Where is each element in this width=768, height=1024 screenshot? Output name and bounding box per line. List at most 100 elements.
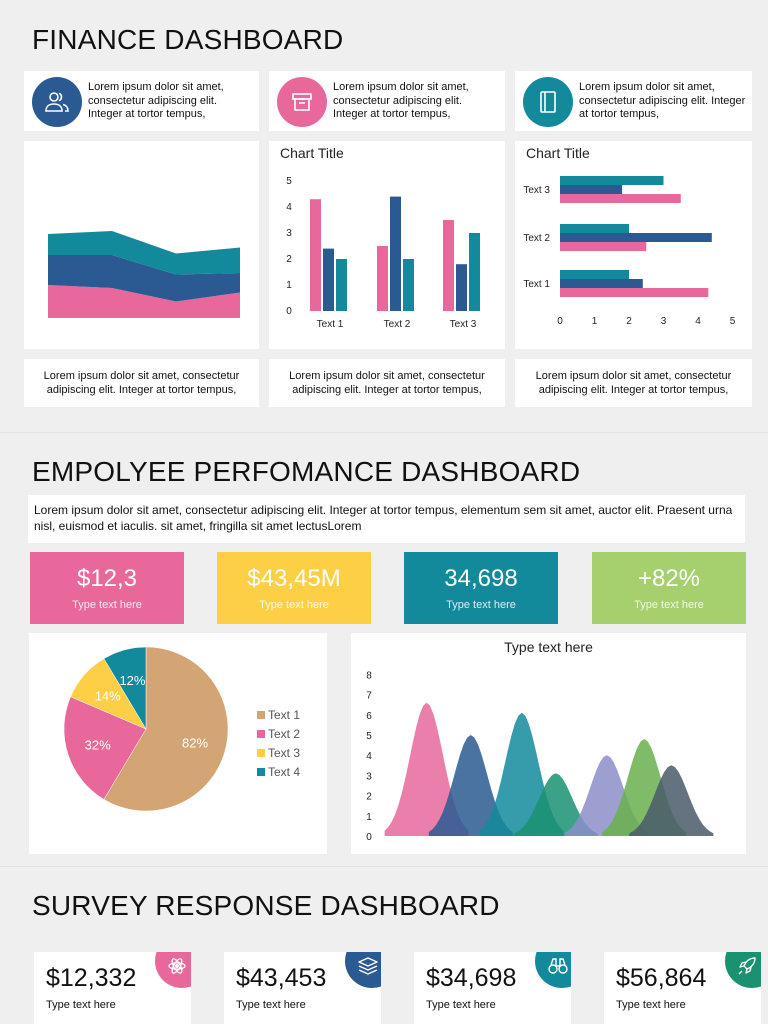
finance-footer-1: Lorem ipsum dolor sit amet, consectetur … <box>24 359 259 407</box>
employee-title: EMPOLYEE PERFOMANCE DASHBOARD <box>32 456 581 487</box>
bar <box>310 199 321 311</box>
users-icon <box>32 77 82 127</box>
pie-slice <box>103 646 229 812</box>
mountain-chart-card: Type text here 0 1 2 3 4 5 6 7 8 <box>351 633 746 854</box>
area-series-2 <box>48 255 240 302</box>
y-tick-label: 0 <box>286 306 292 317</box>
kpi-value: $43,45M <box>247 565 341 592</box>
rocket-icon <box>725 952 761 988</box>
bar <box>560 233 712 242</box>
x-tick-label: 0 <box>557 316 563 327</box>
y-tick-label: 5 <box>286 176 292 187</box>
pie-value-label: 14% <box>95 689 121 704</box>
legend-item-2: Text 2 <box>257 727 300 741</box>
section-divider <box>0 432 768 433</box>
hbar-chart-svg: 0 1 2 3 4 5 Text 1 Text 2 Text 3 <box>523 176 736 327</box>
x-tick-label: 1 <box>592 316 598 327</box>
survey-card-2: $43,453 Type text here <box>224 952 381 1024</box>
y-tick-label: 2 <box>366 792 372 803</box>
x-tick-label: 2 <box>626 316 632 327</box>
x-tick-label: 3 <box>661 316 667 327</box>
bar <box>560 224 629 233</box>
legend-label: Text 2 <box>268 727 301 741</box>
legend-label: Text 4 <box>268 765 301 779</box>
survey-card-1: $12,332 Type text here <box>34 952 191 1024</box>
survey-value: $34,698 <box>426 964 517 992</box>
bar <box>560 194 681 203</box>
survey-title: SURVEY RESPONSE DASHBOARD <box>32 890 500 921</box>
y-tick-label: 6 <box>366 711 372 722</box>
bar <box>323 248 334 311</box>
mountain-series-4 <box>513 773 598 836</box>
section-divider <box>0 866 768 867</box>
footer-text: Lorem ipsum dolor sit amet, consectetur … <box>43 370 240 396</box>
x-tick-label: Text 2 <box>384 319 411 330</box>
kpi-tile-1: $12,3 Type text here <box>30 552 184 624</box>
finance-area-chart <box>24 141 259 349</box>
y-tick-label: 3 <box>366 771 372 782</box>
survey-label: Type text here <box>616 999 686 1011</box>
y-tick-label: Text 1 <box>523 279 550 290</box>
archive-box-icon <box>277 77 327 127</box>
bar <box>456 264 467 311</box>
bar <box>560 185 623 194</box>
kpi-label: Type text here <box>634 599 704 611</box>
bar <box>390 196 401 311</box>
book-icon <box>523 77 573 127</box>
y-tick-label: 1 <box>366 812 372 823</box>
bar-chart-svg: 0 1 2 3 4 5 Text 1 Text 2 Text 3 <box>286 176 480 330</box>
kpi-value: +82% <box>637 565 701 592</box>
footer-text: Lorem ipsum dolor sit amet, consectetur … <box>289 370 485 396</box>
bar <box>560 270 629 279</box>
bar <box>336 259 347 311</box>
chart-title: Type text here <box>504 639 593 655</box>
bar <box>560 279 643 288</box>
kpi-tile-4: +82% Type text here <box>592 552 746 624</box>
area-chart-svg <box>48 231 240 318</box>
y-tick-label: Text 3 <box>523 185 550 196</box>
footer-text: Lorem ipsum dolor sit amet, consectetur … <box>535 370 732 396</box>
info-card-text: Lorem ipsum dolor sit amet, consectetur … <box>333 81 469 120</box>
chart-title: Chart Title <box>526 145 590 161</box>
bar <box>560 288 709 297</box>
legend-swatch <box>257 749 265 757</box>
survey-card-3: $34,698 Type text here <box>414 952 571 1024</box>
finance-hbar-chart: Chart Title 0 1 2 3 4 5 Text 1 Text 2 Text 3 <box>515 141 752 349</box>
info-card-text: Lorem ipsum dolor sit amet, consectetur … <box>88 81 224 120</box>
survey-label: Type text here <box>426 999 496 1011</box>
survey-label: Type text here <box>46 999 116 1011</box>
survey-card-4: $56,864 Type text here <box>604 952 761 1024</box>
y-tick-label: 8 <box>366 670 372 681</box>
y-tick-label: 4 <box>366 751 372 762</box>
mountain-series-2 <box>428 735 513 836</box>
area-series-3 <box>48 231 240 275</box>
kpi-label: Type text here <box>446 599 516 611</box>
legend-item-3: Text 3 <box>257 746 300 760</box>
legend-swatch <box>257 730 265 738</box>
bar <box>469 233 480 311</box>
bar <box>403 259 414 311</box>
bar <box>443 220 454 311</box>
info-card-text: Lorem ipsum dolor sit amet, consectetur … <box>579 81 746 120</box>
atom-icon <box>155 952 191 988</box>
legend-item-1: Text 1 <box>257 708 300 722</box>
info-card-2: Lorem ipsum dolor sit amet, consectetur … <box>269 71 505 131</box>
pie-slice <box>63 696 147 800</box>
y-tick-label: 3 <box>286 228 292 239</box>
info-card-3: Lorem ipsum dolor sit amet, consectetur … <box>515 71 752 131</box>
employee-intro-text: Lorem ipsum dolor sit amet, consectetur … <box>34 503 733 533</box>
x-tick-label: Text 3 <box>450 319 477 330</box>
survey-value: $43,453 <box>236 964 327 992</box>
binoculars-icon <box>535 952 571 988</box>
survey-value: $12,332 <box>46 964 137 992</box>
mountain-series-7 <box>629 765 714 836</box>
pie-value-label: 32% <box>85 738 111 753</box>
pie-value-label: 12% <box>119 673 145 688</box>
finance-footer-2: Lorem ipsum dolor sit amet, consectetur … <box>269 359 505 407</box>
x-tick-label: 5 <box>730 316 736 327</box>
x-tick-label: Text 1 <box>317 319 344 330</box>
survey-value: $56,864 <box>616 964 707 992</box>
kpi-label: Type text here <box>259 599 329 611</box>
info-card-1: Lorem ipsum dolor sit amet, consectetur … <box>24 71 259 131</box>
bar <box>560 242 647 251</box>
